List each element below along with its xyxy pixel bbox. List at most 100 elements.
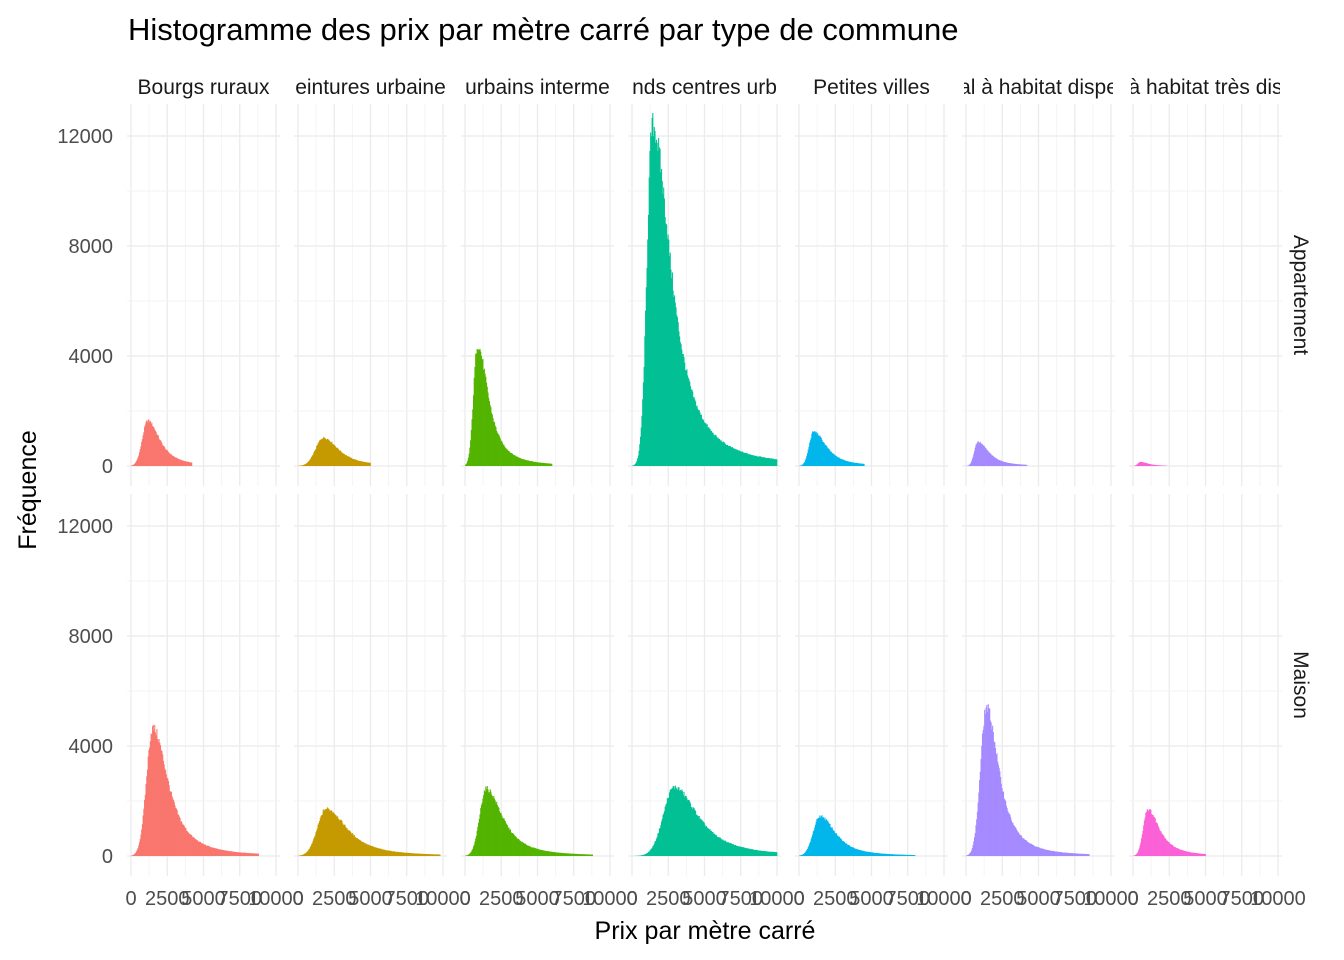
histogram-bar: [726, 444, 728, 466]
histogram-bar: [1153, 816, 1155, 856]
histogram-bar: [1058, 852, 1060, 856]
histogram-bar: [755, 456, 757, 466]
histogram-bar: [230, 851, 232, 856]
histogram-bar: [755, 849, 757, 856]
histogram-bar: [1084, 853, 1086, 856]
histogram-bar: [1157, 825, 1159, 856]
histogram-bar: [1008, 462, 1010, 466]
histogram-bar: [694, 399, 696, 466]
histogram-bar: [1046, 849, 1048, 856]
histogram-bar: [377, 848, 379, 856]
histogram-bar: [814, 431, 816, 466]
histogram-bar: [1181, 850, 1183, 856]
histogram-bar: [388, 850, 390, 856]
histogram-bar: [475, 838, 477, 856]
histogram-bar: [1138, 462, 1140, 466]
histogram-bar: [981, 745, 983, 856]
histogram-bar: [986, 705, 988, 856]
histogram-bar: [468, 453, 470, 466]
histogram-bar: [320, 439, 322, 466]
histogram-bar: [303, 854, 305, 856]
histogram-bar: [674, 785, 676, 856]
histogram-bar: [172, 455, 174, 466]
histogram-bar: [1204, 854, 1206, 856]
histogram-bar: [471, 419, 473, 466]
histogram-bar: [482, 359, 484, 466]
histogram-bar: [906, 854, 908, 856]
histogram-bar: [1006, 462, 1008, 466]
histogram-bar: [1154, 464, 1156, 466]
histogram-bar: [528, 846, 530, 856]
histogram-bar: [1049, 850, 1051, 856]
histogram-bar: [411, 853, 413, 856]
histogram-bar: [1192, 852, 1194, 856]
histogram-bar: [899, 854, 901, 856]
histogram-bar: [662, 815, 664, 856]
histogram-bar: [967, 854, 969, 856]
histogram-bar: [138, 452, 141, 466]
histogram-bar: [1201, 853, 1203, 856]
histogram-bar: [835, 833, 837, 856]
histogram-bar: [718, 837, 720, 856]
histogram-bar: [497, 433, 499, 466]
histogram-bar: [305, 463, 307, 466]
histogram-bar: [711, 430, 713, 466]
histogram-bar: [1015, 827, 1017, 856]
histogram-bar: [165, 449, 167, 466]
histogram-bar: [336, 817, 338, 856]
histogram-bar: [576, 853, 578, 856]
histogram-bar: [716, 436, 718, 466]
histogram-bar: [525, 844, 527, 856]
histogram-bar: [483, 794, 485, 856]
histogram-bar: [1016, 464, 1018, 466]
histogram-bar: [697, 816, 700, 856]
histogram-bar: [804, 460, 806, 466]
histogram-bar: [878, 853, 880, 856]
histogram-bar: [701, 820, 703, 856]
histogram-bar: [515, 455, 517, 466]
histogram-bar: [1194, 852, 1196, 856]
histogram-bar: [424, 854, 426, 856]
y-tick-label: 12000: [57, 126, 113, 148]
histogram-bar: [746, 848, 748, 856]
histogram-bar: [471, 850, 473, 856]
histogram-bar: [740, 452, 742, 466]
histogram-bar: [178, 458, 180, 466]
histogram-bar: [178, 816, 180, 856]
histogram-bar: [467, 457, 469, 466]
histogram-bar: [1000, 460, 1002, 466]
histogram-bar: [1022, 464, 1024, 466]
histogram-bar: [146, 422, 149, 466]
histogram-bar: [755, 849, 758, 856]
histogram-bar: [1066, 852, 1068, 856]
histogram-bar: [521, 459, 523, 466]
histogram-bar: [761, 457, 763, 466]
histogram-bar: [1003, 462, 1005, 466]
histogram-bar: [766, 851, 768, 856]
histogram-bar: [170, 791, 172, 856]
histogram-bar: [971, 461, 973, 466]
histogram-bar: [147, 420, 149, 466]
histogram-bar: [693, 397, 695, 466]
histogram-bar: [337, 816, 339, 856]
histogram-bar: [817, 435, 819, 466]
histogram-bar: [697, 408, 699, 466]
histogram-bar: [141, 829, 143, 856]
histogram-bar: [546, 463, 548, 466]
histogram-bar: [913, 855, 915, 856]
histogram-bar: [202, 843, 204, 856]
histogram-bar: [975, 825, 977, 856]
x-tick-label: 7500: [385, 888, 430, 910]
histogram-bar: [136, 460, 138, 466]
histogram-bar: [1147, 809, 1149, 856]
histogram-bar: [585, 854, 587, 856]
histogram-bar: [362, 461, 364, 466]
histogram-bar: [833, 831, 835, 856]
histogram-bar: [326, 808, 328, 856]
histogram-bar: [886, 853, 888, 856]
strip-label: Bourgs ruraux: [138, 76, 270, 99]
histogram-bar: [475, 353, 477, 466]
histogram-bar: [1156, 822, 1158, 856]
histogram-bar: [858, 849, 860, 856]
